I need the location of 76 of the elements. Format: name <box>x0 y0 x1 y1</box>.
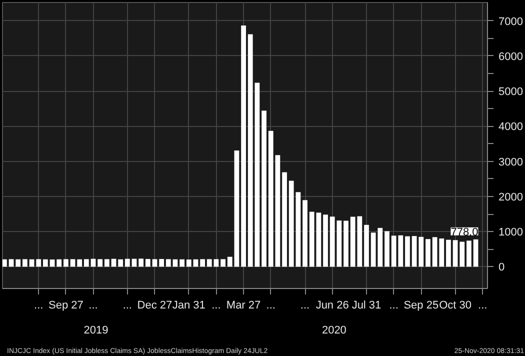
bar <box>16 259 21 267</box>
bar <box>384 231 390 267</box>
bar <box>200 259 205 267</box>
bar <box>36 259 42 267</box>
y-tick-label: 6000 <box>498 50 523 63</box>
y-tick-label: 4000 <box>498 121 523 134</box>
x-tick-label: ... <box>389 300 398 312</box>
x-tick-label: Jun 26 <box>316 300 349 312</box>
bar <box>426 239 430 267</box>
bar <box>124 258 130 267</box>
bar <box>473 239 478 267</box>
x-tick-label: Jan 31 <box>172 300 206 312</box>
y-tick-label: 2000 <box>498 191 523 204</box>
x-tick-label: Sep 27 <box>48 300 84 312</box>
y-tick-label: 1000 <box>498 226 523 239</box>
bar <box>432 237 438 267</box>
bar <box>262 110 266 267</box>
bar <box>241 25 246 267</box>
bar <box>70 259 76 267</box>
x-tick-label: Sep 25 <box>404 300 439 312</box>
x-tick-label: ... <box>34 300 44 312</box>
bar <box>180 259 184 267</box>
x-tick-label: ... <box>122 300 132 312</box>
bar <box>405 236 410 267</box>
x-tick-label: Mar 27 <box>226 300 261 312</box>
bar <box>118 259 124 267</box>
data-label: 778.0 <box>450 226 478 238</box>
bar <box>446 240 451 267</box>
bar <box>56 259 62 267</box>
y-tick-label: 7000 <box>498 16 523 28</box>
bar <box>275 155 280 267</box>
bar <box>159 258 164 267</box>
x-tick-label: ... <box>212 300 221 312</box>
bar <box>206 259 212 267</box>
bar <box>166 259 171 267</box>
x-tick-label: Dec 27 <box>137 300 172 312</box>
bar <box>439 238 444 267</box>
bar <box>344 220 348 267</box>
bar <box>227 256 232 267</box>
y-tick-label: 0 <box>498 262 505 274</box>
bar <box>84 259 89 267</box>
bar <box>152 259 158 267</box>
bar <box>186 260 192 267</box>
bar <box>466 240 472 267</box>
y-tick-label: 3000 <box>498 156 523 168</box>
bar <box>268 130 274 267</box>
bar <box>104 259 110 267</box>
bar <box>63 259 68 267</box>
bar <box>145 258 150 267</box>
bar <box>138 258 144 267</box>
bar <box>2 259 7 267</box>
bar <box>254 82 260 267</box>
bar <box>248 34 253 267</box>
bar <box>214 259 219 267</box>
bar <box>452 240 458 267</box>
x-tick-label: ... <box>266 300 276 312</box>
bar <box>22 259 28 267</box>
bar <box>77 259 82 267</box>
bar <box>302 200 308 267</box>
bar <box>323 214 328 267</box>
bar <box>282 172 287 267</box>
bar <box>460 242 465 267</box>
y-tick-label: 5000 <box>498 86 523 98</box>
x-tick-label: ... <box>300 300 310 312</box>
text: 2020 <box>322 324 346 336</box>
bar <box>364 224 369 267</box>
bar <box>98 259 103 267</box>
x-tick-label: ... <box>478 300 488 312</box>
bar <box>43 259 48 267</box>
text: 2019 <box>84 324 108 336</box>
x-tick-label: Jul 31 <box>352 300 382 312</box>
x-tick-label: Oct 30 <box>439 300 472 312</box>
x-tick-label: ... <box>88 300 98 312</box>
bar <box>234 150 240 267</box>
bar <box>220 259 226 267</box>
bar <box>8 259 14 267</box>
